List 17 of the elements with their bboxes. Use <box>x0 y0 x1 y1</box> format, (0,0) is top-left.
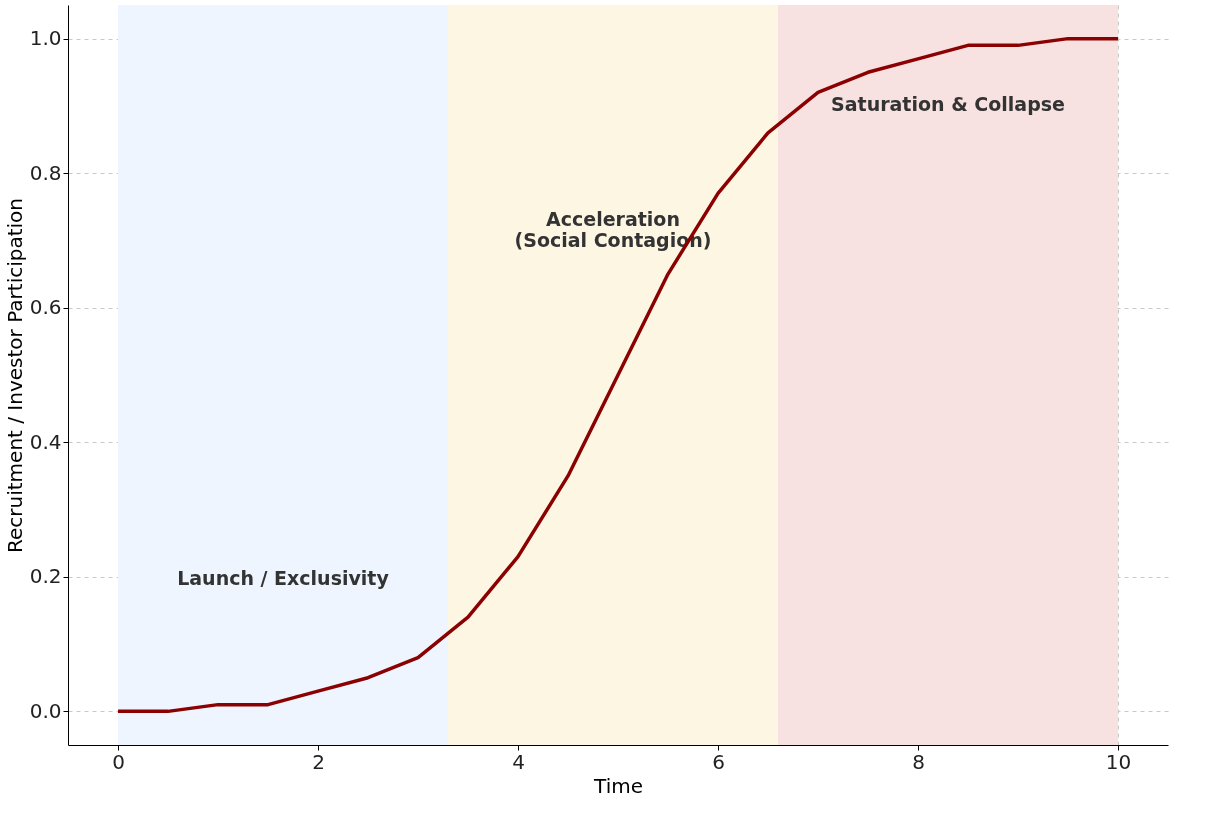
y-tick-label: 0.2 <box>29 564 62 589</box>
x-tick-label: 0 <box>112 749 125 774</box>
y-tick-label: 0.4 <box>29 429 62 454</box>
x-axis-title: Time <box>593 773 643 798</box>
y-tick-label: 0.0 <box>29 698 62 723</box>
x-tick-label: 8 <box>912 749 925 774</box>
band-label: Launch / Exclusivity <box>177 566 390 589</box>
x-tick-label: 4 <box>512 749 525 774</box>
y-tick-label: 0.8 <box>29 160 62 185</box>
y-tick-label: 0.6 <box>29 295 62 320</box>
band-label: Saturation & Collapse <box>831 92 1065 115</box>
y-tick-label: 1.0 <box>29 26 62 51</box>
x-tick-label: 2 <box>312 749 325 774</box>
x-tick-label: 10 <box>1105 749 1132 774</box>
line-series <box>116 36 1120 714</box>
y-axis-title: Recruitment / Investor Participation <box>2 198 27 553</box>
x-tick-label: 6 <box>712 749 725 774</box>
